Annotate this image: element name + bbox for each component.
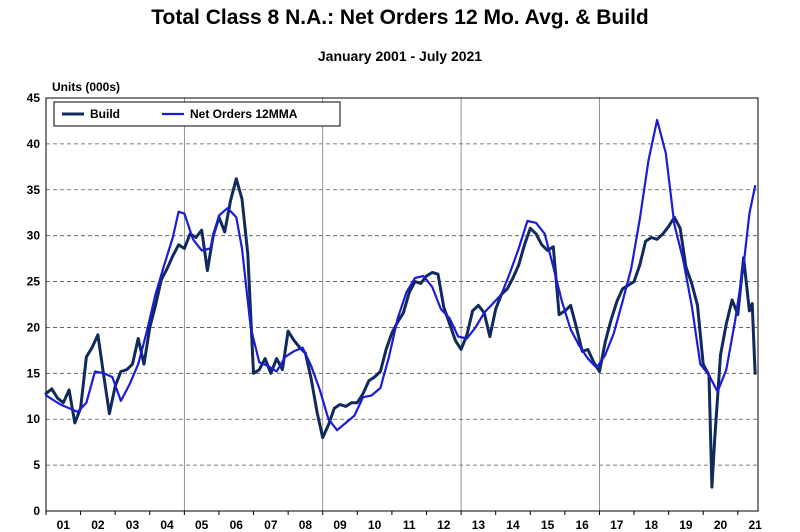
x-tick-label: 09 — [333, 518, 347, 532]
chart-title: Total Class 8 N.A.: Net Orders 12 Mo. Av… — [151, 6, 649, 29]
x-tick-label: 18 — [645, 518, 659, 532]
x-tick-label: 11 — [403, 518, 416, 532]
x-tick-label: 14 — [506, 518, 520, 532]
series-line-net-orders-12mma — [44, 118, 757, 432]
legend-box — [53, 101, 341, 127]
x-tick-label: 13 — [472, 518, 486, 532]
x-tick-label: 06 — [230, 518, 244, 532]
x-tick-label: 02 — [91, 518, 105, 532]
y-tick-label: 5 — [33, 458, 40, 472]
x-tick-label: 04 — [160, 518, 174, 532]
x-tick-label: 01 — [57, 518, 71, 532]
y-tick-label: 45 — [27, 91, 41, 105]
y-tick-label: 35 — [27, 183, 41, 197]
x-tick-label: 20 — [714, 518, 728, 532]
gridlines — [46, 98, 758, 511]
legend-item-net-orders-12mma-label: Net Orders 12MMA — [190, 107, 298, 121]
x-tick-label: 17 — [610, 518, 624, 532]
plot-frame — [45, 97, 759, 512]
y-tick-label: 20 — [27, 320, 41, 334]
x-tick-label: 12 — [437, 518, 451, 532]
y-tick-label: 15 — [27, 366, 41, 380]
series-line-build — [44, 177, 757, 489]
y-tick-label: 10 — [27, 412, 41, 426]
x-tick-label: 05 — [195, 518, 209, 532]
x-tick-label: 21 — [748, 518, 762, 532]
y-tick-label: 0 — [33, 504, 40, 518]
y-tick-label: 30 — [27, 229, 41, 243]
x-tick-label: 16 — [575, 518, 589, 532]
series-lines — [44, 118, 757, 489]
legend-item-build-label: Build — [90, 107, 120, 121]
legend: Build Net Orders 12MMA — [53, 101, 341, 127]
x-tick-label: 10 — [368, 518, 382, 532]
x-tick-label: 07 — [264, 518, 278, 532]
x-tick-label: 15 — [541, 518, 555, 532]
chart-subtitle: January 2001 - July 2021 — [317, 48, 483, 64]
x-tick-label: 08 — [299, 518, 313, 532]
x-tick-label: 19 — [679, 518, 693, 532]
x-tick-label: 03 — [126, 518, 140, 532]
y-tick-label: 25 — [27, 275, 41, 289]
y-tick-label: 40 — [27, 137, 41, 151]
y-axis-label: Units (000s) — [52, 80, 120, 94]
